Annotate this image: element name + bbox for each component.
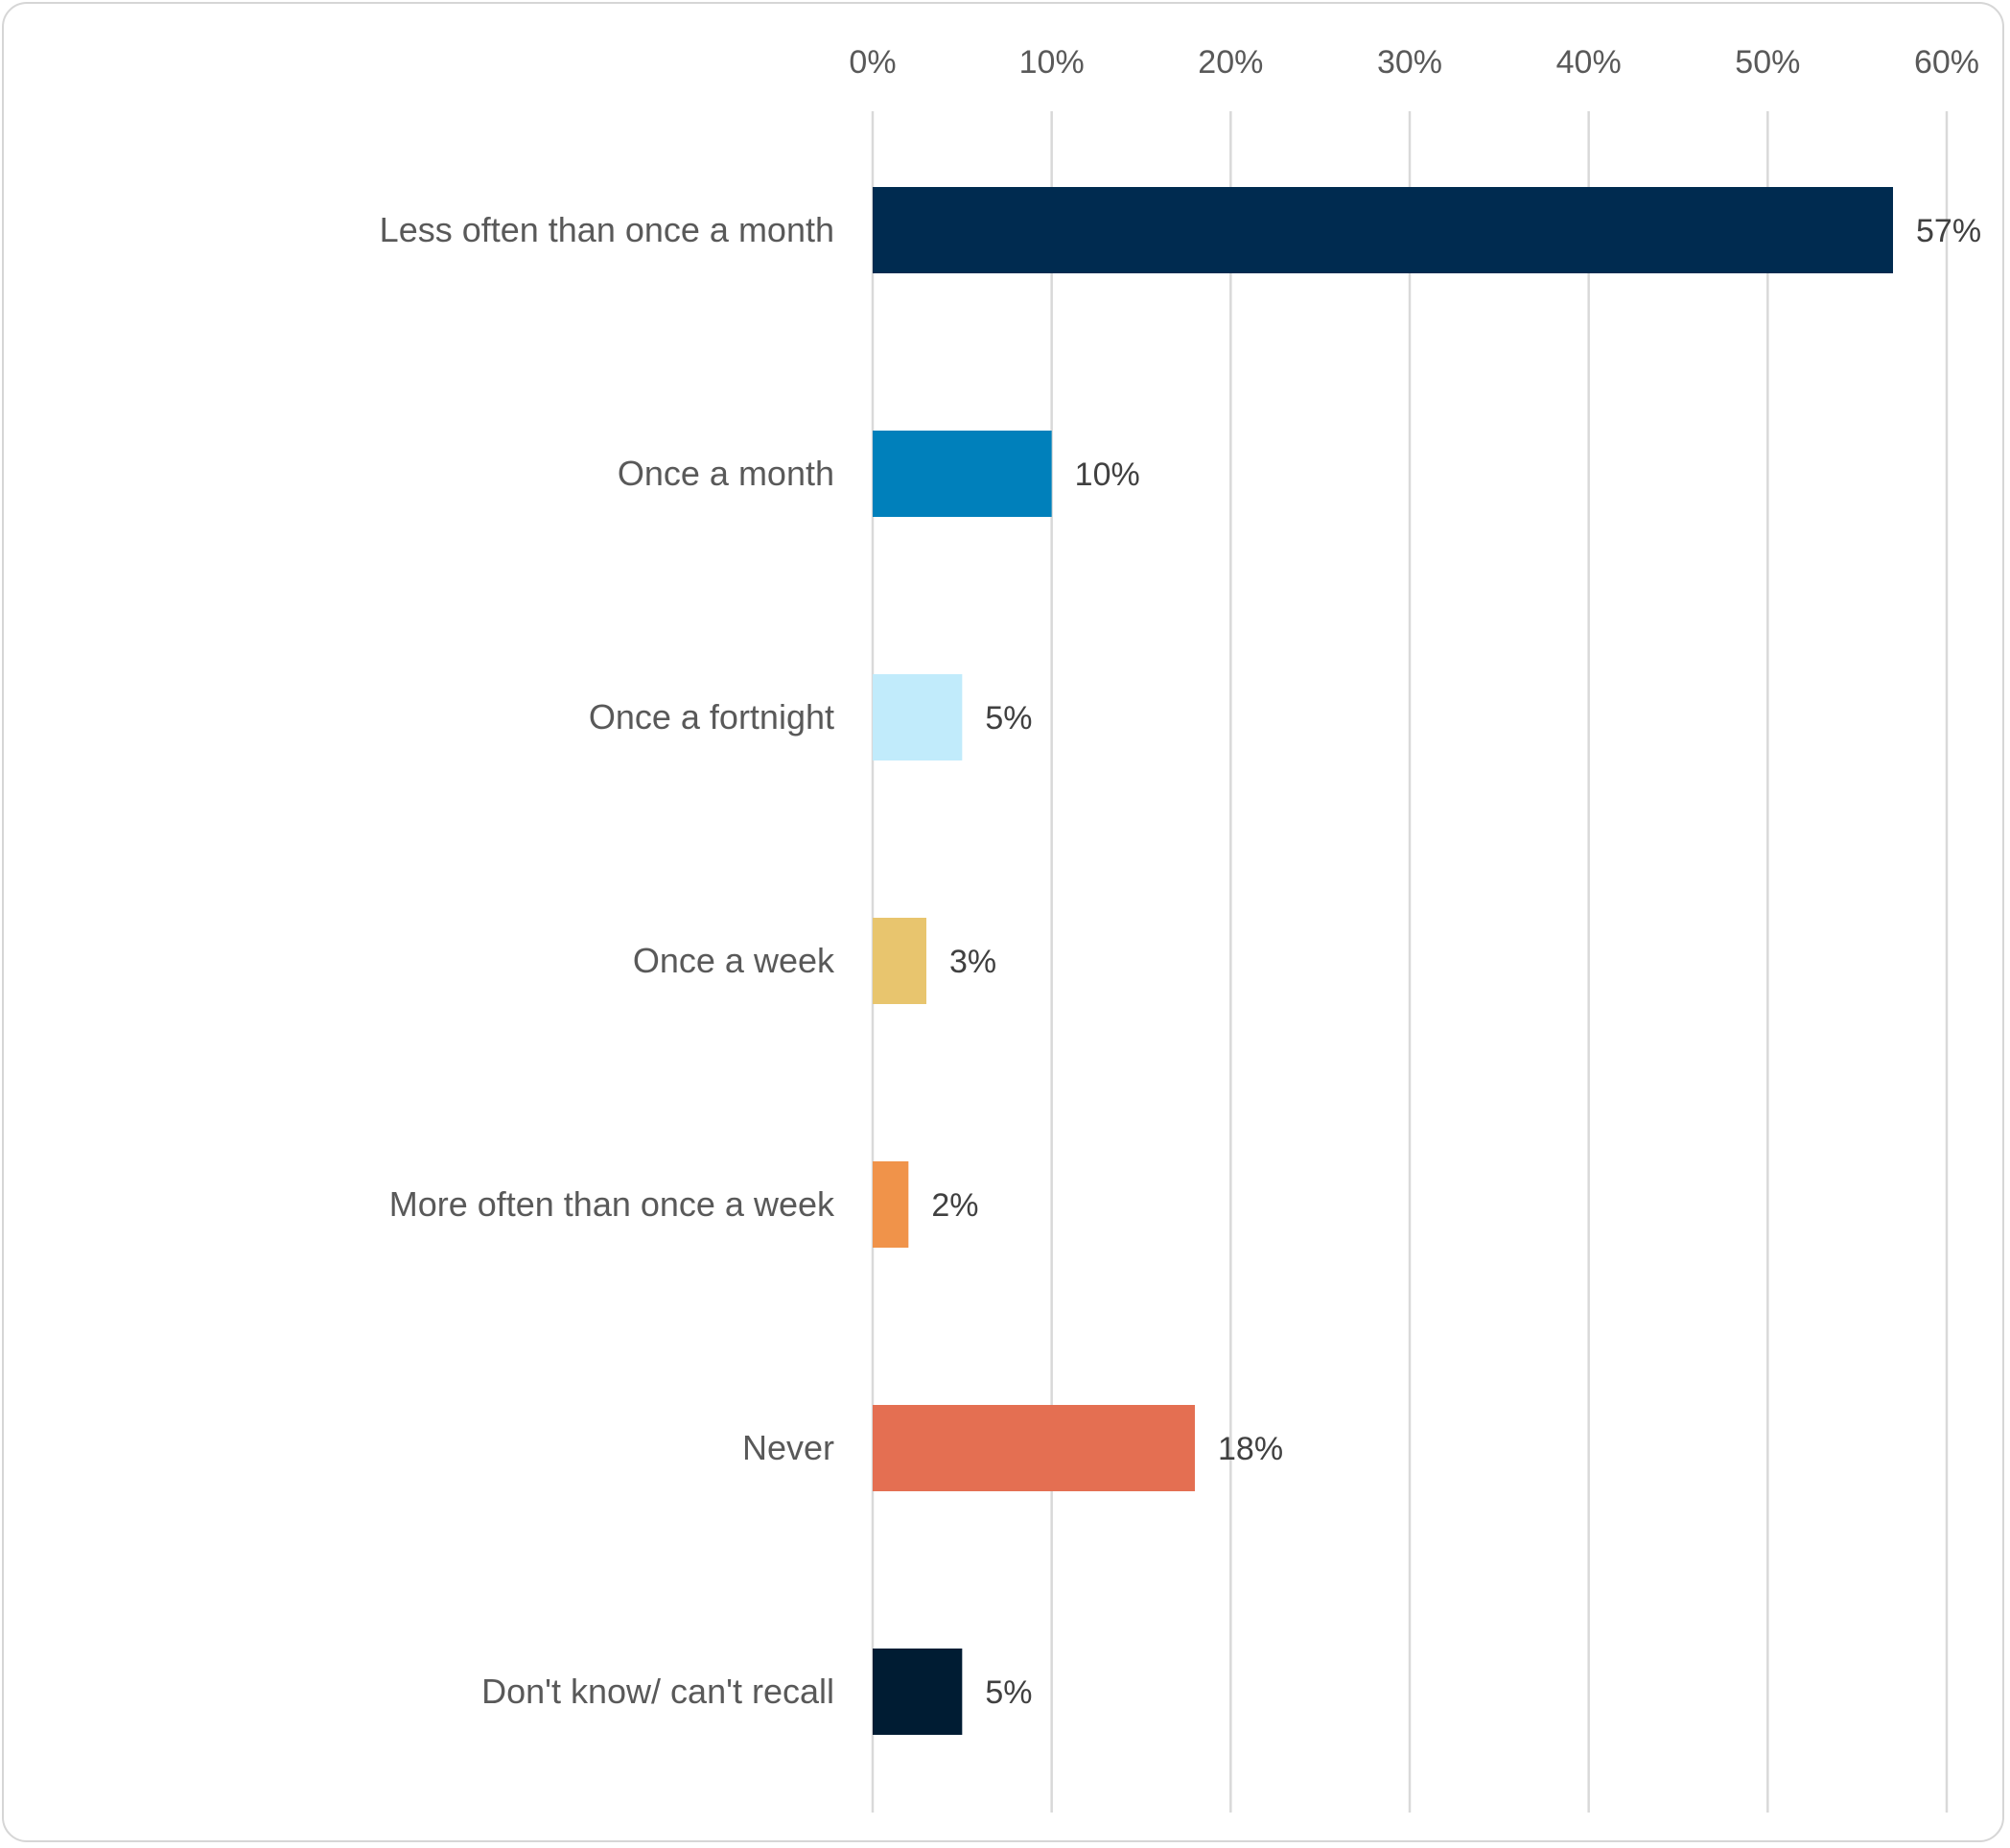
data-label: 57% — [1916, 213, 1981, 249]
category-labels: Less often than once a month Once a month… — [380, 210, 835, 1711]
bar-chart: 0% 10% 20% 30% 40% 50% 60% Less often than onc… — [380, 44, 1981, 1813]
gridlines — [871, 111, 1949, 1813]
category-label: More often than once a week — [389, 1184, 835, 1224]
x-tick-label: 40% — [1556, 44, 1622, 81]
category-label: Never — [742, 1428, 834, 1467]
category-label: Once a fortnight — [589, 697, 834, 737]
x-axis-ticks: 0% 10% 20% 30% 40% 50% 60% — [849, 44, 1979, 81]
bar — [873, 674, 963, 760]
bars — [873, 187, 1893, 1735]
bar — [873, 1649, 963, 1735]
category-label: Once a week — [633, 941, 835, 980]
value-labels: 57% 10% 5% 3% 2% 18% 5% — [931, 213, 1981, 1711]
x-tick-label: 50% — [1735, 44, 1800, 81]
data-label: 10% — [1075, 456, 1140, 493]
bar — [873, 431, 1052, 517]
x-tick-label: 30% — [1377, 44, 1442, 81]
data-label: 5% — [985, 700, 1032, 737]
bar — [873, 187, 1893, 273]
bar — [873, 1405, 1195, 1491]
x-tick-label: 0% — [849, 44, 896, 81]
category-label: Don't know/ can't recall — [481, 1672, 834, 1711]
x-tick-label: 10% — [1019, 44, 1085, 81]
data-label: 18% — [1218, 1431, 1283, 1467]
x-tick-label: 20% — [1198, 44, 1263, 81]
data-label: 2% — [931, 1187, 978, 1224]
category-label: Once a month — [618, 454, 834, 493]
bar — [873, 918, 926, 1004]
x-tick-label: 60% — [1914, 44, 1979, 81]
bar — [873, 1161, 909, 1248]
data-label: 3% — [949, 944, 996, 980]
category-label: Less often than once a month — [380, 210, 834, 249]
data-label: 5% — [985, 1674, 1032, 1711]
